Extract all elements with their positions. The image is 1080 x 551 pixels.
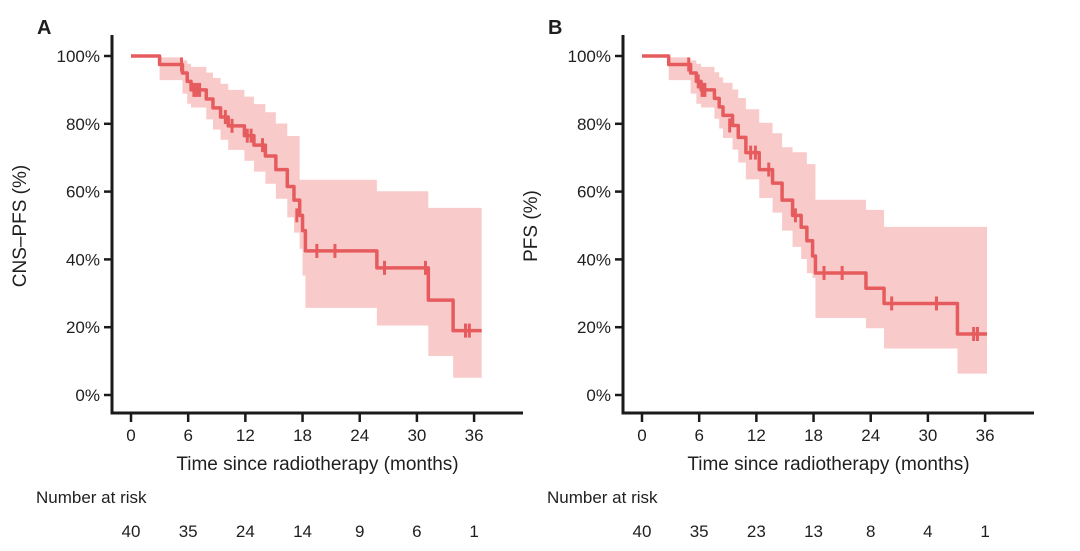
x-tick-label: 30 bbox=[918, 426, 937, 445]
y-tick-label: 60% bbox=[577, 183, 611, 202]
x-tick-label: 6 bbox=[694, 426, 703, 445]
risk-count: 24 bbox=[236, 522, 255, 541]
y-tick-label: 20% bbox=[66, 318, 100, 337]
risk-count: 13 bbox=[804, 522, 823, 541]
risk-count: 8 bbox=[866, 522, 875, 541]
x-axis-title: Time since radiotherapy (months) bbox=[687, 454, 969, 475]
risk-count: 35 bbox=[179, 522, 198, 541]
risk-count: 35 bbox=[690, 522, 709, 541]
confidence-band bbox=[642, 56, 987, 374]
y-tick-label: 0% bbox=[75, 386, 100, 405]
risk-count: 40 bbox=[633, 522, 652, 541]
y-tick-label: 100% bbox=[57, 47, 100, 66]
x-tick-label: 0 bbox=[637, 426, 646, 445]
y-axis-title: CNS–PFS (%) bbox=[10, 165, 31, 287]
km-chart-svg: 100% 80% 60% 40% 20% 0% 0 6 12 18 24 30 36 A CNS–PFS (… bbox=[10, 17, 523, 541]
x-tick-label: 12 bbox=[747, 426, 766, 445]
risk-count: 4 bbox=[923, 522, 932, 541]
number-at-risk-label: Number at risk bbox=[547, 488, 658, 507]
panel-letter: A bbox=[37, 17, 51, 39]
y-tick-label: 0% bbox=[586, 386, 611, 405]
y-tick-label: 20% bbox=[577, 318, 611, 337]
y-tick-label: 40% bbox=[66, 250, 100, 269]
risk-count: 6 bbox=[412, 522, 421, 541]
panel-letter: B bbox=[548, 17, 562, 39]
risk-count: 1 bbox=[980, 522, 989, 541]
x-tick-label: 24 bbox=[350, 426, 369, 445]
x-tick-label: 18 bbox=[293, 426, 312, 445]
risk-count: 1 bbox=[469, 522, 478, 541]
y-tick-label: 80% bbox=[577, 115, 611, 134]
risk-count: 14 bbox=[293, 522, 312, 541]
x-tick-label: 0 bbox=[126, 426, 135, 445]
y-tick-label: 100% bbox=[568, 47, 611, 66]
x-tick-label: 36 bbox=[465, 426, 484, 445]
risk-count: 40 bbox=[122, 522, 141, 541]
x-tick-label: 36 bbox=[976, 426, 995, 445]
x-axis-title: Time since radiotherapy (months) bbox=[176, 454, 458, 475]
x-tick-label: 30 bbox=[407, 426, 426, 445]
number-at-risk-label: Number at risk bbox=[36, 488, 147, 507]
x-tick-label: 24 bbox=[861, 426, 880, 445]
panel-cns-pfs: 100% 80% 60% 40% 20% 0% 0 6 12 18 24 30 36 A CNS–PFS (… bbox=[10, 17, 523, 541]
y-tick-label: 40% bbox=[577, 250, 611, 269]
x-tick-label: 12 bbox=[236, 426, 255, 445]
x-tick-label: 6 bbox=[183, 426, 192, 445]
risk-count: 9 bbox=[355, 522, 364, 541]
y-axis-title: PFS (%) bbox=[521, 190, 542, 262]
confidence-band bbox=[131, 56, 482, 378]
x-tick-label: 18 bbox=[804, 426, 823, 445]
risk-count: 23 bbox=[747, 522, 766, 541]
km-survival-curve bbox=[642, 54, 987, 336]
y-tick-label: 60% bbox=[66, 183, 100, 202]
panel-pfs: 100% 80% 60% 40% 20% 0% 0 6 12 18 24 30 36 B PFS (%) Ti… bbox=[511, 0, 1051, 551]
y-tick-label: 80% bbox=[66, 115, 100, 134]
